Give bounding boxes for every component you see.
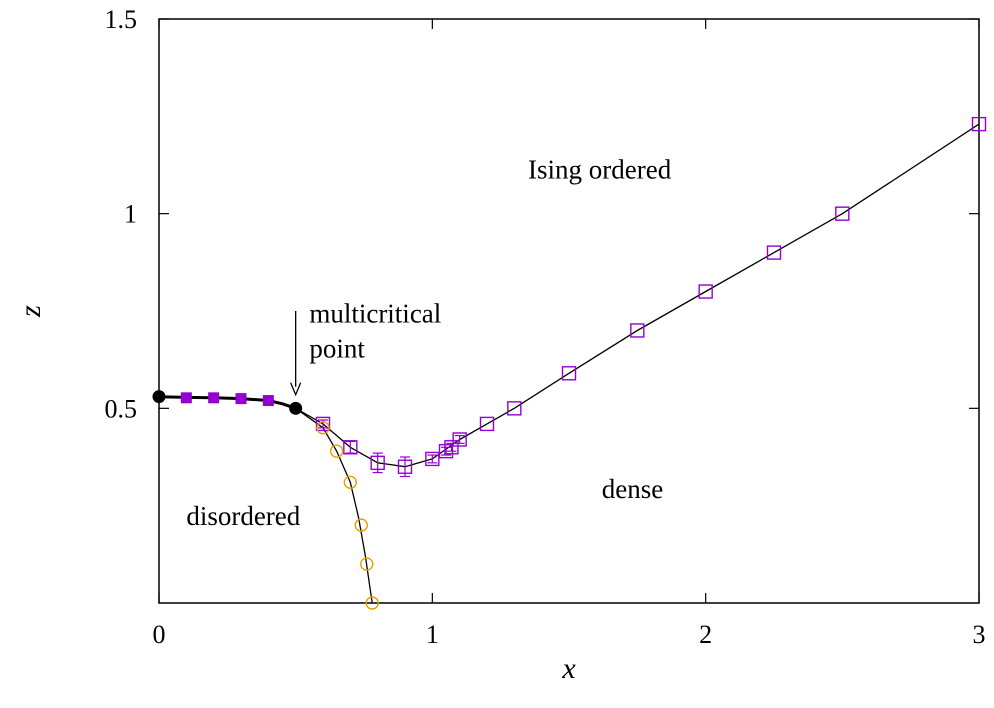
- open-circle-point: [329, 444, 344, 458]
- region-label: multicritical: [309, 299, 441, 329]
- open-square-point: [766, 245, 782, 260]
- fit-curves: [158, 123, 980, 604]
- open-circle-point: [360, 557, 374, 571]
- x-axis-label: x: [561, 652, 576, 685]
- x-tick-label: 1: [426, 620, 439, 649]
- multicritical-arrow: [290, 311, 302, 397]
- x-tick-label: 3: [973, 620, 986, 649]
- data-markers: [152, 116, 987, 610]
- open-square-point: [507, 401, 522, 416]
- open-circle-point: [354, 518, 368, 532]
- open-square-point: [561, 366, 577, 381]
- x-tick-label: 0: [153, 620, 166, 649]
- open-square-point: [452, 432, 467, 447]
- open-circle-point: [316, 421, 330, 435]
- open-square-point: [370, 455, 385, 471]
- tick-labels: 0 1 2 3 0.5 1 1.5: [105, 5, 986, 649]
- plot-frame: [158, 18, 980, 604]
- filled-circle-point: [289, 401, 303, 415]
- filled-square-point: [180, 392, 192, 404]
- x-tick-label: 2: [699, 620, 712, 649]
- open-square-point: [971, 116, 987, 132]
- open-square-point: [630, 323, 645, 338]
- thick-boundary-curve: [158, 395, 297, 410]
- annotations: Ising ordered multicritical point disordere…: [186, 155, 671, 532]
- open-circle-point: [343, 475, 358, 490]
- boundary-curve: [295, 407, 373, 604]
- filled-circle-point: [152, 390, 166, 404]
- open-square-point: [315, 416, 331, 432]
- boundary-curve: [295, 123, 980, 468]
- filled-square-point: [235, 393, 247, 405]
- arrow-head: [290, 382, 302, 397]
- open-square-point: [397, 459, 413, 474]
- open-square-point: [479, 416, 495, 432]
- open-square-point: [343, 440, 358, 455]
- region-label: dense: [602, 474, 663, 504]
- region-label: disordered: [186, 501, 300, 531]
- open-square-point: [444, 440, 459, 455]
- region-label: point: [309, 334, 365, 364]
- open-square-point: [425, 451, 440, 467]
- y-tick-label: 1: [124, 200, 137, 229]
- y-tick-label: 1.5: [105, 5, 138, 34]
- region-label: Ising ordered: [528, 155, 672, 185]
- y-axis-label: z: [14, 305, 47, 318]
- open-square-point: [835, 206, 850, 221]
- filled-square-point: [262, 395, 274, 407]
- filled-square-point: [208, 392, 220, 404]
- axis-ticks: [158, 18, 980, 603]
- open-square-point: [698, 284, 713, 299]
- y-tick-label: 0.5: [105, 394, 138, 423]
- open-circle-point: [365, 596, 379, 610]
